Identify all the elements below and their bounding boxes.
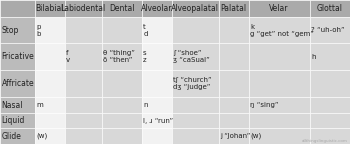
Bar — [248, 70, 310, 97]
Bar — [0, 0, 35, 17]
Bar — [248, 0, 310, 17]
Text: p
b: p b — [36, 23, 41, 37]
Text: Affricate: Affricate — [2, 79, 34, 88]
Bar — [35, 113, 65, 128]
Bar — [65, 113, 102, 128]
Text: (w): (w) — [250, 133, 261, 140]
Text: n: n — [143, 102, 148, 108]
Bar — [102, 113, 142, 128]
Bar — [142, 0, 172, 17]
Bar — [35, 17, 65, 43]
Bar — [65, 97, 102, 113]
Bar — [65, 43, 102, 70]
Bar — [35, 0, 65, 17]
Text: ʃ “shoe”
ʒ “caSual”: ʃ “shoe” ʒ “caSual” — [173, 50, 210, 64]
Text: Glide: Glide — [2, 132, 22, 141]
Text: h: h — [311, 54, 316, 60]
Text: l, ɹ “run”: l, ɹ “run” — [143, 118, 173, 124]
Bar — [310, 43, 350, 70]
Bar — [0, 17, 35, 43]
Bar — [172, 0, 219, 17]
Bar — [0, 113, 35, 128]
Text: allthingslinguistic.com: allthingslinguistic.com — [302, 139, 348, 143]
Text: tʃ “church”
dʒ “judge”: tʃ “church” dʒ “judge” — [173, 77, 211, 90]
Bar — [0, 43, 35, 70]
Text: ŋ “sing”: ŋ “sing” — [250, 102, 278, 108]
Bar — [219, 0, 248, 17]
Bar — [142, 128, 172, 144]
Text: s
z: s z — [143, 50, 147, 64]
Bar — [35, 43, 65, 70]
Bar — [142, 97, 172, 113]
Bar — [248, 97, 310, 113]
Text: Fricative: Fricative — [2, 52, 35, 61]
Bar — [310, 113, 350, 128]
Bar — [172, 128, 219, 144]
Bar — [219, 17, 248, 43]
Bar — [142, 70, 172, 97]
Text: Palatal: Palatal — [220, 4, 247, 13]
Bar — [248, 17, 310, 43]
Bar — [219, 97, 248, 113]
Text: k
g “get” not “gem”: k g “get” not “gem” — [250, 23, 314, 37]
Bar — [0, 70, 35, 97]
Bar — [0, 128, 35, 144]
Bar — [310, 128, 350, 144]
Bar — [172, 43, 219, 70]
Text: θ “thing”
ð “then”: θ “thing” ð “then” — [103, 50, 135, 64]
Bar — [219, 128, 248, 144]
Bar — [248, 113, 310, 128]
Bar — [0, 97, 35, 113]
Bar — [102, 43, 142, 70]
Text: Velar: Velar — [270, 4, 289, 13]
Bar — [102, 17, 142, 43]
Text: t
d: t d — [143, 23, 147, 37]
Text: Dental: Dental — [109, 4, 134, 13]
Text: Glottal: Glottal — [317, 4, 343, 13]
Bar — [65, 17, 102, 43]
Bar — [310, 17, 350, 43]
Bar — [172, 70, 219, 97]
Text: Labiodental: Labiodental — [61, 4, 106, 13]
Text: Nasal: Nasal — [2, 101, 23, 110]
Bar — [172, 97, 219, 113]
Bar — [102, 0, 142, 17]
Bar — [248, 43, 310, 70]
Bar — [142, 43, 172, 70]
Text: Bilabial: Bilabial — [36, 4, 64, 13]
Bar — [35, 128, 65, 144]
Bar — [65, 70, 102, 97]
Bar — [219, 43, 248, 70]
Bar — [219, 70, 248, 97]
Bar — [142, 113, 172, 128]
Bar — [35, 97, 65, 113]
Bar — [310, 97, 350, 113]
Bar — [35, 70, 65, 97]
Text: Alveolar: Alveolar — [141, 4, 172, 13]
Bar — [142, 17, 172, 43]
Bar — [65, 0, 102, 17]
Bar — [310, 0, 350, 17]
Text: Alveopalatal: Alveopalatal — [171, 4, 219, 13]
Bar — [102, 97, 142, 113]
Bar — [310, 70, 350, 97]
Bar — [219, 113, 248, 128]
Bar — [102, 70, 142, 97]
Bar — [102, 128, 142, 144]
Text: f
v: f v — [66, 50, 70, 64]
Text: ? “uh-oh”: ? “uh-oh” — [311, 27, 345, 33]
Text: Stop: Stop — [2, 25, 19, 35]
Text: Liquid: Liquid — [2, 116, 25, 125]
Bar — [248, 128, 310, 144]
Text: (w): (w) — [36, 133, 48, 140]
Text: j “Johan”: j “Johan” — [220, 133, 251, 139]
Bar — [172, 17, 219, 43]
Bar — [65, 128, 102, 144]
Bar — [172, 113, 219, 128]
Text: m: m — [36, 102, 43, 108]
